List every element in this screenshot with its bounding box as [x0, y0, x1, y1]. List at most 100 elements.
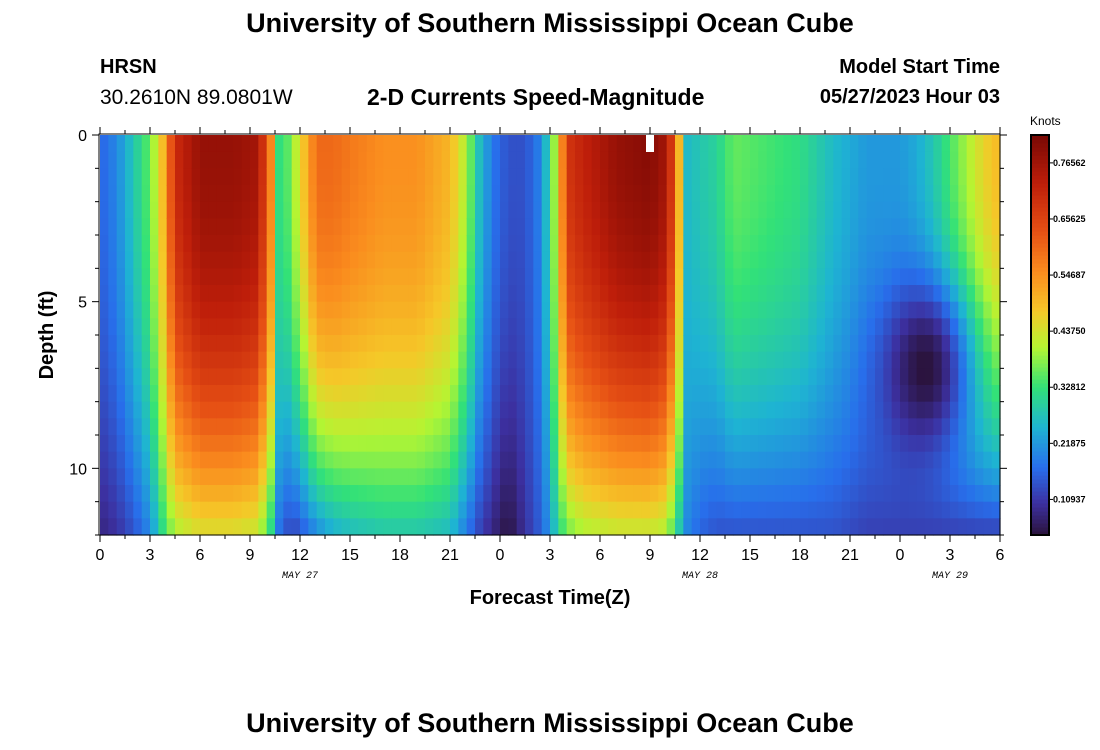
heatmap-cell — [875, 185, 884, 203]
heatmap-cell — [691, 285, 701, 303]
heatmap-cell — [183, 301, 193, 319]
heatmap-cell — [533, 201, 543, 219]
heatmap-cell — [716, 451, 726, 469]
heatmap-cell — [266, 518, 276, 536]
heatmap-cell — [200, 451, 209, 469]
heatmap-cell — [250, 485, 259, 503]
heatmap-cell — [991, 485, 1001, 503]
heatmap-cell — [408, 501, 418, 519]
heatmap-cell — [233, 451, 243, 469]
heatmap-cell — [675, 418, 684, 436]
heatmap-cell — [233, 151, 243, 169]
heatmap-cell — [208, 335, 218, 353]
heatmap-cell — [791, 435, 801, 453]
colorbar-segment — [1031, 499, 1049, 504]
heatmap-cell — [616, 368, 626, 386]
page-title: University of Southern Mississippi Ocean… — [246, 8, 854, 38]
heatmap-cell — [383, 351, 393, 369]
heatmap-cell — [700, 151, 709, 169]
heatmap-cell — [975, 501, 984, 519]
heatmap-cell — [900, 335, 909, 353]
colorbar-segment — [1031, 335, 1049, 340]
heatmap-cell — [175, 418, 184, 436]
heatmap-cell — [941, 518, 951, 536]
heatmap-cell — [808, 418, 818, 436]
heatmap-cell — [308, 451, 318, 469]
heatmap-cell — [416, 285, 426, 303]
heatmap-cell — [333, 168, 343, 186]
heatmap-cell — [958, 518, 968, 536]
heatmap-cell — [558, 435, 568, 453]
heatmap-cell — [791, 418, 801, 436]
heatmap-cell — [883, 301, 893, 319]
heatmap-cell — [883, 451, 893, 469]
heatmap-cell — [508, 435, 518, 453]
heatmap-cell — [141, 351, 151, 369]
heatmap-cell — [266, 268, 276, 286]
heatmap-cell — [666, 468, 676, 486]
heatmap-cell — [650, 351, 659, 369]
heatmap-cell — [758, 318, 768, 336]
heatmap-cell — [483, 301, 493, 319]
heatmap-cell — [866, 285, 876, 303]
heatmap-cell — [758, 485, 768, 503]
heatmap-cell — [783, 335, 793, 353]
heatmap-cell — [491, 385, 501, 403]
heatmap-cell — [358, 318, 368, 336]
heatmap-cell — [716, 351, 726, 369]
heatmap-cell — [833, 351, 843, 369]
heatmap-cell — [458, 485, 468, 503]
heatmap-cell — [791, 385, 801, 403]
heatmap-cell — [850, 168, 859, 186]
heatmap-cell — [433, 368, 443, 386]
heatmap-cell — [700, 368, 709, 386]
heatmap-cell — [341, 301, 351, 319]
heatmap-cell — [841, 435, 851, 453]
heatmap-cell — [325, 168, 334, 186]
heatmap-cell — [850, 351, 859, 369]
heatmap-cell — [825, 218, 834, 236]
heatmap-cell — [641, 468, 651, 486]
heatmap-cell — [766, 418, 776, 436]
heatmap-cell — [841, 385, 851, 403]
heatmap-cell — [316, 251, 326, 269]
heatmap-cell — [108, 235, 118, 253]
heatmap-cell — [525, 268, 534, 286]
heatmap-cell — [675, 468, 684, 486]
heatmap-cell — [666, 251, 676, 269]
heatmap-cell — [425, 268, 434, 286]
heatmap-cell — [350, 168, 359, 186]
heatmap-cell — [933, 301, 943, 319]
heatmap-cell — [950, 268, 959, 286]
heatmap-cell — [850, 335, 859, 353]
heatmap-cell — [133, 135, 143, 153]
heatmap-cell — [775, 185, 784, 203]
heatmap-cell — [916, 401, 926, 419]
heatmap-cell — [600, 135, 609, 153]
heatmap-cell — [475, 485, 484, 503]
heatmap-cell — [925, 401, 934, 419]
heatmap-cell — [208, 285, 218, 303]
heatmap-cell — [108, 451, 118, 469]
colorbar-segment — [1031, 251, 1049, 256]
chart-subtitle: 2-D Currents Speed-Magnitude — [367, 84, 705, 110]
heatmap-cell — [933, 501, 943, 519]
heatmap-cell — [416, 418, 426, 436]
heatmap-cell — [325, 418, 334, 436]
heatmap-cell — [258, 318, 268, 336]
heatmap-cell — [858, 268, 868, 286]
heatmap-cell — [933, 335, 943, 353]
heatmap-cell — [691, 251, 701, 269]
heatmap-cell — [816, 268, 826, 286]
colorbar-segment — [1031, 419, 1049, 424]
heatmap-cell — [641, 401, 651, 419]
heatmap-cell — [525, 185, 534, 203]
heatmap-cell — [266, 435, 276, 453]
heatmap-cell — [816, 485, 826, 503]
heatmap-cell — [875, 235, 884, 253]
heatmap-cell — [250, 285, 259, 303]
heatmap-cell — [558, 318, 568, 336]
heatmap-cell — [825, 451, 834, 469]
heatmap-cell — [408, 168, 418, 186]
heatmap-cell — [200, 201, 209, 219]
